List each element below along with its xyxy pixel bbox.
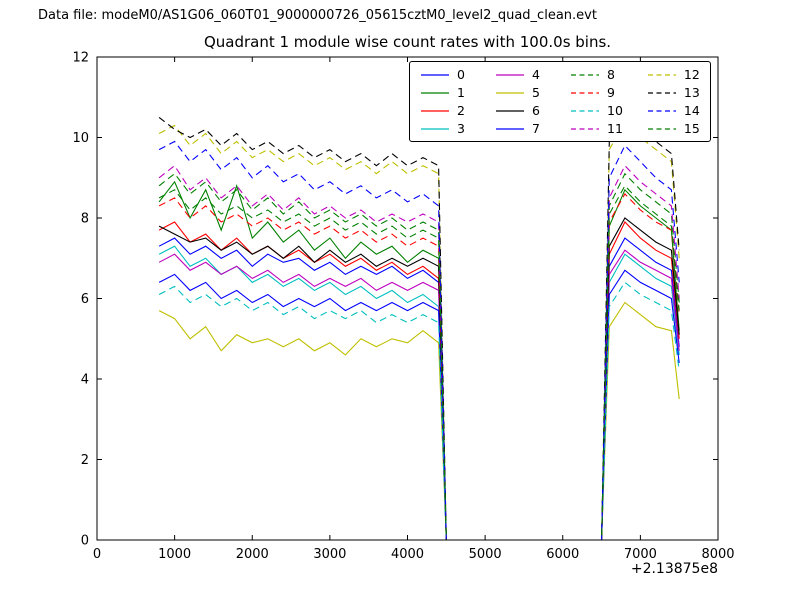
series-line-11 [158, 164, 680, 541]
legend-label-1: 1 [457, 85, 465, 100]
legend-item-12: 12 [647, 67, 700, 82]
legend-line-sample-3 [421, 127, 449, 130]
legend-label-6: 6 [532, 103, 540, 118]
legend-line-sample-2 [421, 109, 449, 112]
x-tick-label: 7000 [624, 547, 657, 562]
x-tick-label: 0 [93, 547, 101, 562]
legend-item-15: 15 [647, 121, 700, 136]
legend-line-sample-1 [421, 91, 449, 94]
series-line-1 [158, 180, 680, 541]
x-tick-label: 2000 [236, 547, 269, 562]
legend-item-2: 2 [420, 103, 471, 118]
legend-label-9: 9 [607, 85, 615, 100]
legend-label-5: 5 [532, 85, 540, 100]
legend-line-sample-12 [647, 73, 676, 76]
legend-line-sample-13 [647, 91, 676, 94]
legend-label-12: 12 [683, 67, 700, 82]
chart-title: Quadrant 1 module wise count rates with … [203, 33, 612, 51]
legend: 0 4 8 12 1 5 9 13 2 6 10 14 3 7 11 15 [409, 61, 711, 142]
x-tick-label: 3000 [313, 547, 346, 562]
legend-label-2: 2 [457, 103, 465, 118]
series-line-13 [158, 112, 680, 541]
legend-line-sample-5 [496, 91, 524, 94]
legend-line-sample-15 [647, 127, 676, 130]
series-line-6 [158, 217, 680, 541]
y-tick-label: 2 [81, 453, 89, 468]
legend-line-sample-11 [571, 127, 599, 130]
y-tick-label: 6 [81, 292, 89, 307]
x-tick-label: 4000 [391, 547, 424, 562]
legend-item-5: 5 [495, 85, 546, 100]
x-tick-label: 6000 [546, 547, 579, 562]
x-axis-offset-label: +2.13875e8 [630, 561, 718, 577]
legend-item-1: 1 [420, 85, 471, 100]
legend-item-14: 14 [647, 103, 700, 118]
legend-label-11: 11 [607, 121, 623, 136]
legend-item-7: 7 [495, 121, 546, 136]
x-tick-label: 1000 [158, 547, 191, 562]
legend-line-sample-4 [496, 73, 524, 76]
y-tick-label: 12 [72, 51, 89, 66]
series-line-5 [158, 301, 680, 541]
series-line-4 [158, 249, 680, 541]
legend-label-0: 0 [457, 67, 465, 82]
y-tick-label: 4 [81, 373, 89, 388]
legend-item-13: 13 [647, 85, 700, 100]
legend-item-4: 4 [495, 67, 546, 82]
series-line-9 [158, 192, 680, 541]
series-line-0 [158, 237, 680, 541]
series-line-7 [158, 269, 680, 541]
legend-item-3: 3 [420, 121, 471, 136]
legend-label-13: 13 [683, 85, 700, 100]
series-line-10 [158, 281, 680, 541]
x-tick-label: 5000 [469, 547, 502, 562]
legend-label-4: 4 [532, 67, 540, 82]
legend-item-11: 11 [570, 121, 623, 136]
data-file-label: Data file: modeM0/AS1G06_060T01_90000007… [38, 8, 597, 23]
x-tick-label: 8000 [701, 547, 734, 562]
legend-item-8: 8 [570, 67, 623, 82]
y-tick-label: 10 [72, 131, 89, 146]
legend-label-8: 8 [607, 67, 615, 82]
legend-item-0: 0 [420, 67, 471, 82]
legend-item-6: 6 [495, 103, 546, 118]
legend-line-sample-6 [496, 109, 524, 112]
legend-line-sample-8 [571, 73, 599, 76]
legend-label-7: 7 [532, 121, 540, 136]
series-line-14 [158, 140, 680, 541]
legend-label-10: 10 [607, 103, 623, 118]
legend-line-sample-10 [571, 109, 599, 112]
legend-item-10: 10 [570, 103, 623, 118]
series-line-8 [158, 172, 680, 541]
legend-line-sample-0 [421, 73, 449, 76]
legend-line-sample-14 [647, 109, 676, 112]
legend-line-sample-9 [571, 91, 599, 94]
legend-item-9: 9 [570, 85, 623, 100]
legend-line-sample-7 [496, 127, 524, 130]
legend-label-14: 14 [683, 103, 700, 118]
series-line-12 [158, 120, 680, 541]
y-tick-label: 0 [81, 534, 89, 549]
y-tick-label: 8 [81, 212, 89, 227]
legend-label-3: 3 [457, 121, 465, 136]
legend-label-15: 15 [683, 121, 700, 136]
series-line-2 [158, 221, 680, 541]
